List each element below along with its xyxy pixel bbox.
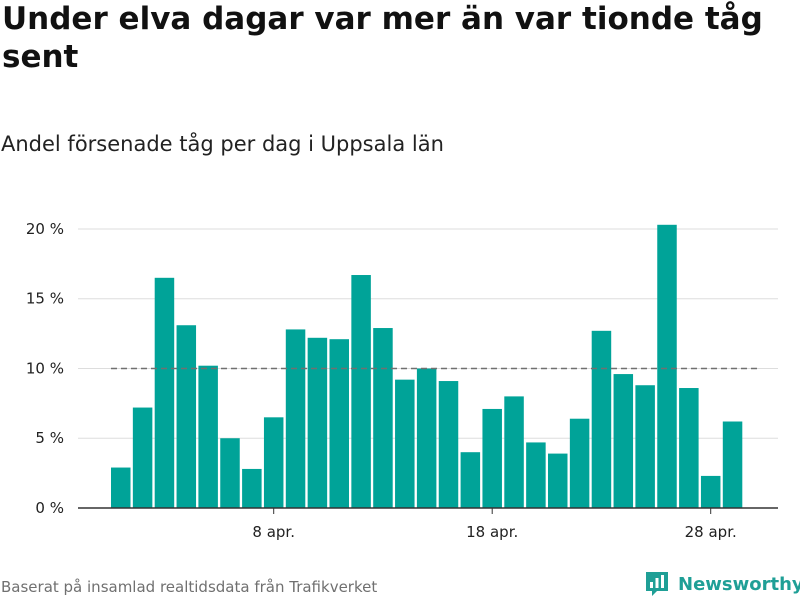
bars bbox=[111, 224, 743, 509]
bar-chart: 0 % 5 % 10 % 15 % 20 % 8 apr. 18 apr. 28 apr. bbox=[26, 220, 778, 541]
bar bbox=[329, 339, 349, 508]
bar bbox=[176, 325, 197, 508]
bar bbox=[460, 452, 481, 508]
x-tick-label: 18 apr. bbox=[466, 523, 518, 541]
bar bbox=[635, 385, 655, 508]
bar bbox=[613, 374, 634, 508]
bar bbox=[657, 224, 677, 509]
bar bbox=[722, 421, 743, 508]
source-note: Baserat på insamlad realtidsdata från Tr… bbox=[1, 578, 378, 596]
bar bbox=[591, 330, 612, 508]
newsworthy-logo-icon bbox=[646, 572, 668, 596]
y-tick-label: 0 % bbox=[35, 499, 64, 517]
bar bbox=[548, 453, 568, 508]
bar bbox=[504, 396, 524, 508]
bar bbox=[242, 468, 262, 508]
chart-title: Under elva dagar var mer än var tionde t… bbox=[2, 1, 763, 75]
brand-logo: Newsworthy bbox=[644, 570, 800, 598]
bar bbox=[285, 329, 306, 508]
bar bbox=[679, 388, 699, 508]
bar bbox=[132, 407, 153, 508]
x-tick-label: 8 apr. bbox=[252, 523, 295, 541]
bar bbox=[438, 381, 459, 508]
bar bbox=[373, 328, 393, 508]
brand-name: Newsworthy bbox=[678, 573, 800, 595]
bar bbox=[700, 475, 721, 508]
bar bbox=[351, 275, 371, 508]
y-tick-label: 15 % bbox=[26, 290, 64, 308]
bar bbox=[111, 467, 131, 508]
bar bbox=[220, 438, 240, 508]
bar bbox=[263, 417, 284, 508]
bar bbox=[482, 408, 502, 508]
bar bbox=[307, 337, 328, 508]
bar bbox=[154, 277, 175, 508]
bar bbox=[526, 442, 546, 508]
bar bbox=[416, 368, 437, 508]
bar bbox=[395, 379, 415, 508]
x-axis-ticks: 8 apr. 18 apr. 28 apr. bbox=[252, 508, 737, 541]
y-tick-label: 20 % bbox=[26, 220, 64, 238]
y-axis-ticks: 0 % 5 % 10 % 15 % 20 % bbox=[26, 220, 64, 517]
y-tick-label: 10 % bbox=[26, 359, 64, 377]
chart-subtitle: Andel försenade tåg per dag i Uppsala lä… bbox=[1, 132, 444, 156]
bar bbox=[569, 418, 590, 508]
y-tick-label: 5 % bbox=[35, 429, 64, 447]
x-tick-label: 28 apr. bbox=[685, 523, 737, 541]
bar bbox=[198, 365, 218, 508]
